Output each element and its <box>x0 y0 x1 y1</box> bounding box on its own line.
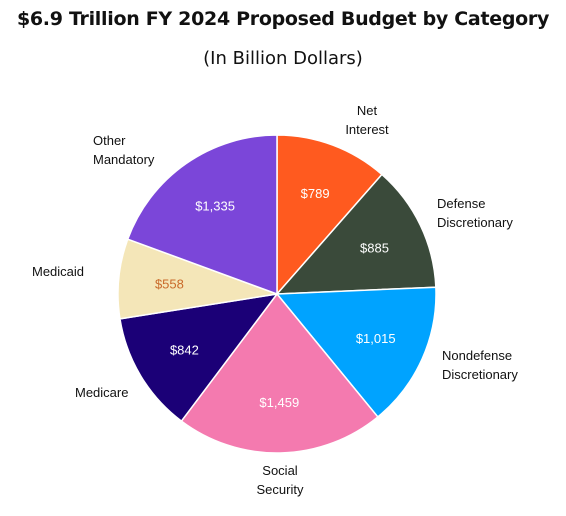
pie-slice-nondefense-discretionary <box>276 286 437 418</box>
value-label: $885 <box>360 240 389 255</box>
category-label: Social Security <box>257 463 304 497</box>
pie-slice-defense-discretionary <box>276 173 437 295</box>
category-label: Other Mandatory <box>93 133 155 167</box>
chart-title: $6.9 Trillion FY 2024 Proposed Budget by… <box>16 8 550 30</box>
value-label: $1,015 <box>356 331 396 346</box>
value-label: $1,335 <box>195 198 235 213</box>
pie-slice-medicare <box>119 293 278 422</box>
pie-category-labels: Net Interest Defense Discretionary Nondefens… <box>32 103 518 497</box>
value-label: $789 <box>301 186 330 201</box>
category-label: Defense Discretionary <box>437 196 513 230</box>
pie-slices <box>117 134 437 454</box>
pie-slice-net-interest <box>276 134 383 295</box>
value-label: $1,459 <box>259 395 299 410</box>
pie-slice-social-security <box>180 293 379 454</box>
category-label: Nondefense Discretionary <box>442 348 518 382</box>
category-label: Net Interest <box>345 103 389 137</box>
value-label: $842 <box>170 343 199 358</box>
category-label: Medicaid <box>32 264 84 279</box>
category-label: Medicare <box>75 385 128 400</box>
pie-value-labels: $789 $885 $1,015 $1,459 $842 $558 $1,335 <box>155 186 396 410</box>
pie-slice-other-mandatory <box>127 134 278 295</box>
value-label: $558 <box>155 277 184 292</box>
chart-subtitle: (In Billion Dollars) <box>203 48 363 69</box>
